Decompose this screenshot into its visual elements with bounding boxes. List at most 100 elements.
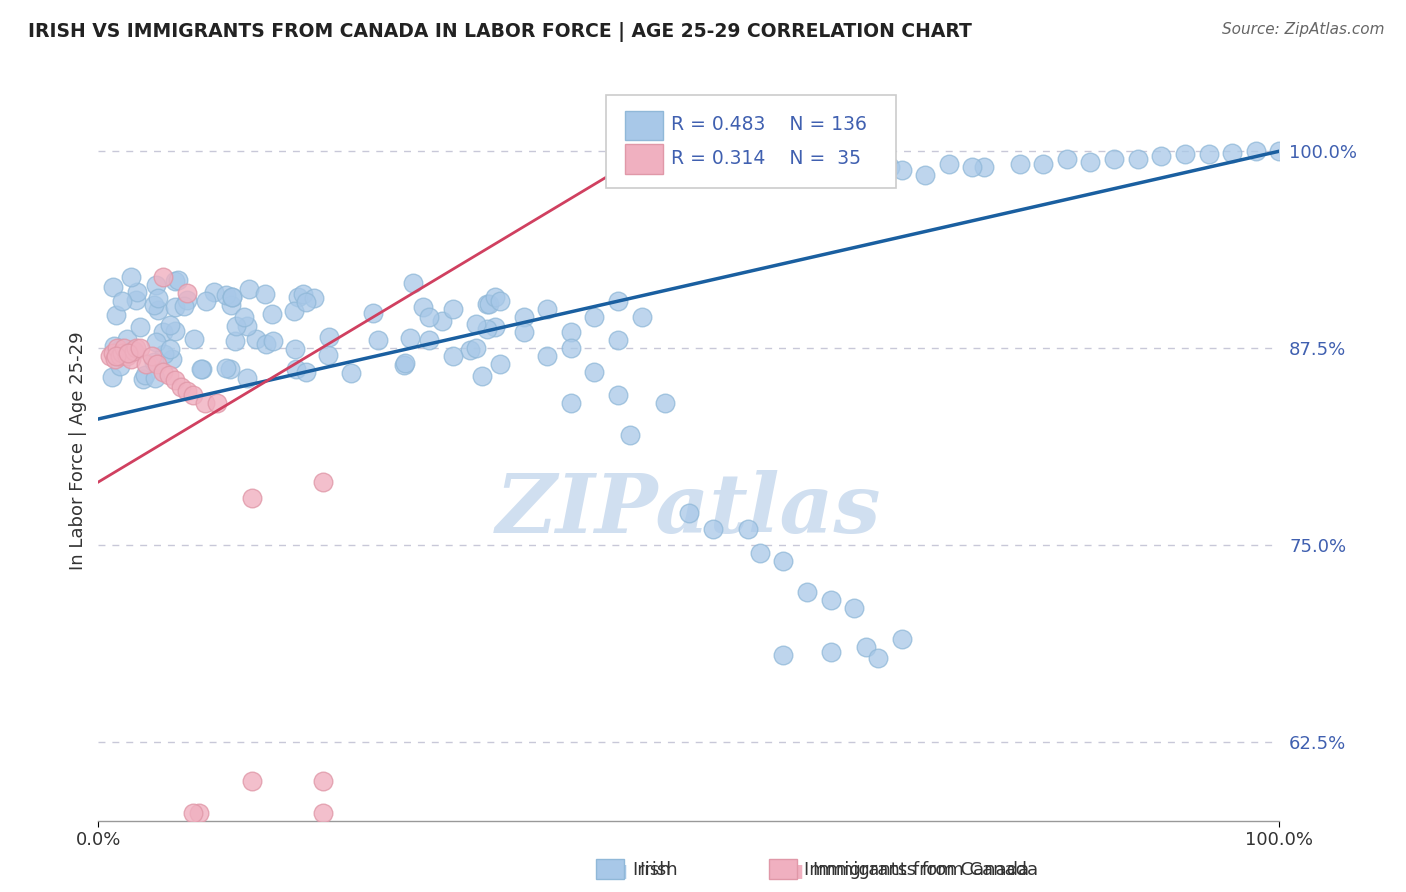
Point (536, 301, 558, 316)
Point (820, 645, 842, 659)
Point (560, 326, 582, 340)
Point (560, 396, 582, 410)
Point (284, 342, 307, 356)
Point (1150, 149, 1173, 163)
Point (475, 322, 498, 336)
Point (190, 361, 212, 376)
Point (458, 343, 481, 358)
Text: ▪: ▪ (609, 855, 628, 884)
Point (163, 300, 186, 314)
Point (165, 324, 187, 338)
Point (1102, 152, 1125, 166)
Point (135, 357, 157, 371)
Point (302, 291, 325, 305)
Point (1268, 144, 1291, 158)
Point (619, 427, 641, 442)
Point (120, 270, 142, 285)
Point (1198, 147, 1220, 161)
Point (143, 370, 166, 384)
Point (316, 348, 339, 362)
Point (295, 365, 318, 379)
Point (890, 163, 912, 178)
Point (167, 273, 190, 287)
Point (1008, 157, 1031, 171)
Point (583, 365, 606, 379)
Point (890, 632, 912, 647)
Point (219, 298, 242, 312)
Point (254, 337, 277, 351)
Point (914, 168, 936, 182)
Point (1126, 152, 1149, 166)
Point (219, 361, 242, 376)
Point (221, 290, 243, 304)
Point (1032, 157, 1054, 171)
Point (312, 805, 335, 820)
Point (159, 318, 181, 332)
Point (173, 299, 195, 313)
FancyBboxPatch shape (626, 144, 664, 174)
Point (399, 331, 422, 345)
Point (292, 287, 315, 301)
Point (128, 319, 150, 334)
Point (401, 276, 423, 290)
Point (607, 333, 630, 347)
Point (181, 388, 204, 402)
Point (115, 349, 138, 363)
Point (432, 314, 454, 328)
Point (536, 349, 558, 363)
Point (630, 310, 652, 324)
Point (240, 491, 263, 505)
Point (475, 297, 498, 311)
Point (121, 352, 143, 367)
Point (108, 359, 131, 373)
Point (484, 289, 506, 303)
Point (148, 302, 170, 317)
Point (146, 291, 169, 305)
Point (122, 343, 145, 358)
Point (190, 361, 212, 376)
Point (855, 640, 877, 655)
Point (238, 282, 260, 296)
Point (471, 368, 494, 383)
Text: Irish: Irish (633, 861, 671, 879)
Point (152, 325, 174, 339)
Point (392, 358, 415, 372)
Point (702, 522, 724, 536)
Point (233, 310, 256, 324)
Point (654, 396, 676, 410)
Point (111, 346, 134, 360)
Point (418, 333, 440, 347)
Text: IRISH VS IMMIGRANTS FROM CANADA IN LABOR FORCE | AGE 25-29 CORRELATION CHART: IRISH VS IMMIGRANTS FROM CANADA IN LABOR… (28, 22, 972, 42)
Point (607, 293, 630, 308)
Point (678, 507, 700, 521)
Point (125, 293, 148, 308)
Point (394, 356, 416, 370)
Point (122, 344, 145, 359)
Point (512, 326, 534, 340)
Point (134, 368, 156, 383)
Point (465, 341, 488, 355)
FancyBboxPatch shape (606, 95, 896, 187)
Point (236, 371, 259, 385)
Point (879, 160, 901, 174)
Text: ZIPatlas: ZIPatlas (496, 470, 882, 549)
Point (262, 308, 284, 322)
Point (128, 341, 150, 355)
Point (205, 396, 228, 410)
Point (866, 651, 889, 665)
Point (98, 349, 121, 363)
Point (117, 346, 139, 360)
Point (340, 366, 363, 380)
Point (194, 396, 217, 410)
Point (1244, 144, 1267, 158)
Point (1174, 147, 1197, 161)
Point (104, 352, 127, 367)
Point (111, 293, 134, 308)
Point (127, 285, 149, 299)
Point (160, 351, 183, 366)
Point (1056, 152, 1078, 166)
Point (973, 160, 995, 174)
Point (141, 349, 163, 363)
Point (583, 310, 606, 324)
Point (215, 287, 238, 301)
